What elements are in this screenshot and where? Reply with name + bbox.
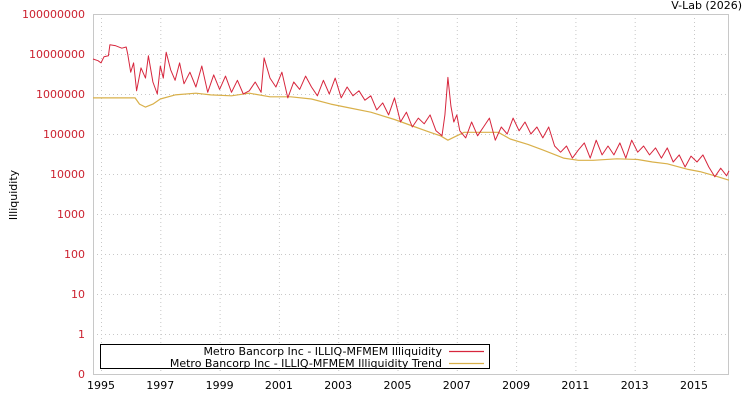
illiquidity-line	[92, 44, 730, 178]
y-tick-label: 100000000	[22, 8, 85, 21]
x-tick-label: 2009	[502, 379, 530, 392]
x-tick-label: 2007	[443, 379, 471, 392]
plot-area-border	[93, 14, 729, 375]
x-tick-label: 2005	[384, 379, 412, 392]
y-tick-label: 1000000	[36, 88, 85, 101]
y-tick-label: 10	[71, 288, 85, 301]
y-axis-title: Illiquidity	[7, 169, 20, 220]
x-tick-label: 1995	[87, 379, 115, 392]
credit-label: V-Lab (2026)	[671, 0, 742, 12]
legend-box	[100, 344, 490, 369]
y-tick-label: 100	[64, 248, 85, 261]
y-tick-label: 10000000	[29, 48, 85, 61]
series-lines	[92, 44, 730, 181]
x-tick-label: 2001	[265, 379, 293, 392]
x-axis-ticks: 1995 1997 1999 2001 2003 2005 2007 2009 2011 2013…	[87, 379, 708, 392]
legend: Metro Bancorp Inc - ILLIQ-MFMEM Illiquid…	[100, 344, 490, 370]
legend-label-illiquidity: Metro Bancorp Inc - ILLIQ-MFMEM Illiquid…	[203, 345, 442, 358]
x-tick-label: 2011	[561, 379, 589, 392]
grid-lines	[93, 14, 728, 374]
x-tick-label: 2015	[680, 379, 708, 392]
y-tick-label: 1	[78, 328, 85, 341]
x-tick-label: 1997	[146, 379, 174, 392]
legend-label-illiquidity-trend: Metro Bancorp Inc - ILLIQ-MFMEM Illiquid…	[170, 357, 442, 370]
y-tick-label: 100000	[43, 128, 85, 141]
x-tick-label: 1999	[206, 379, 234, 392]
trend-line	[93, 92, 730, 181]
x-tick-label: 2003	[324, 379, 352, 392]
y-tick-label: 10000	[50, 168, 85, 181]
x-tick-label: 2013	[621, 379, 649, 392]
y-tick-label: 0	[78, 368, 85, 381]
y-tick-label: 1000	[57, 208, 85, 221]
y-axis-ticks: 1000000001000000010000001000001000010001…	[22, 8, 85, 381]
